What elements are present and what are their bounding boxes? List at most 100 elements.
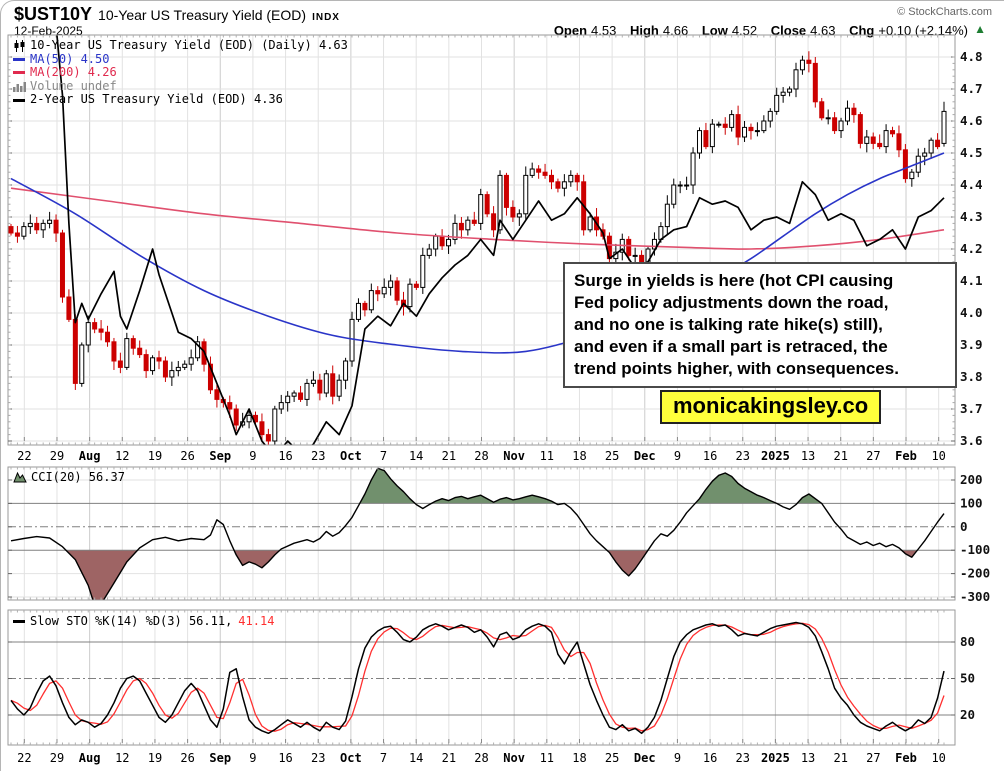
- svg-text:Nov: Nov: [503, 751, 525, 765]
- annotation-line: and no one is talking rate hike(s) still…: [574, 315, 883, 334]
- svg-text:27: 27: [866, 449, 880, 463]
- copyright: © StockCharts.com: [897, 6, 992, 18]
- svg-text:12: 12: [115, 449, 129, 463]
- svg-text:-200: -200: [960, 566, 990, 581]
- high-value: 4.66: [662, 23, 689, 38]
- svg-text:23: 23: [311, 449, 325, 463]
- annotation-line: Surge in yields is here (hot CPI causing: [574, 271, 894, 290]
- svg-text:Aug: Aug: [79, 449, 101, 463]
- watermark: monicakingsley.co: [660, 390, 882, 424]
- svg-text:4.6: 4.6: [960, 113, 983, 128]
- open-value: 4.53: [591, 23, 617, 38]
- annotation-line: trend points higher, with consequences.: [574, 359, 899, 378]
- chg-label: Chg: [849, 23, 875, 38]
- svg-text:21: 21: [442, 751, 456, 765]
- svg-text:-100: -100: [960, 542, 990, 557]
- svg-text:27: 27: [866, 751, 880, 765]
- svg-text:7: 7: [380, 449, 387, 463]
- svg-text:19: 19: [148, 449, 162, 463]
- svg-text:50: 50: [960, 671, 975, 686]
- legend-row-2y: 2-Year US Treasury Yield (EOD) 4.36: [13, 93, 348, 107]
- legend-row-ma200: MA(200) 4.26: [13, 66, 348, 80]
- svg-text:29: 29: [50, 449, 64, 463]
- svg-text:16: 16: [703, 751, 717, 765]
- symbol: $UST10Y: [14, 4, 93, 24]
- svg-text:16: 16: [278, 449, 292, 463]
- annotation-line: Fed policy adjustments down the road,: [574, 293, 889, 312]
- svg-text:21: 21: [833, 449, 847, 463]
- svg-text:23: 23: [736, 449, 750, 463]
- svg-text:4.0: 4.0: [960, 305, 983, 320]
- svg-text:9: 9: [674, 751, 681, 765]
- legend-ma50-label: MA(50) 4.50: [30, 51, 110, 66]
- svg-text:4.5: 4.5: [960, 145, 983, 160]
- sto-legend: Slow STO %K(14) %D(3) 56.11, 41.14: [13, 614, 274, 628]
- svg-text:Feb: Feb: [895, 751, 917, 765]
- sto-legend-red: 41.14: [238, 614, 275, 628]
- svg-text:3.7: 3.7: [960, 401, 983, 416]
- svg-text:Dec: Dec: [634, 751, 656, 765]
- svg-text:18: 18: [572, 751, 586, 765]
- svg-text:7: 7: [380, 751, 387, 765]
- svg-text:25: 25: [605, 751, 619, 765]
- svg-text:16: 16: [703, 449, 717, 463]
- chg-value: +0.10 (+2.14%): [878, 23, 968, 38]
- svg-text:Oct: Oct: [340, 449, 362, 463]
- svg-text:21: 21: [833, 751, 847, 765]
- svg-text:13: 13: [801, 449, 815, 463]
- svg-text:Aug: Aug: [79, 751, 101, 765]
- svg-text:100: 100: [960, 495, 983, 510]
- svg-text:19: 19: [148, 751, 162, 765]
- svg-text:11: 11: [540, 751, 554, 765]
- legend-row-price: 10-Year US Treasury Yield (EOD) (Daily) …: [13, 38, 348, 53]
- cci-mountain-icon: [13, 471, 27, 483]
- svg-text:16: 16: [278, 751, 292, 765]
- cci-legend: CCI(20) 56.37: [13, 470, 125, 484]
- annotation-line: and even if a small part is retraced, th…: [574, 337, 888, 356]
- svg-text:28: 28: [474, 751, 488, 765]
- candlestick-icon: [14, 39, 25, 52]
- legend-ma200-label: MA(200) 4.26: [30, 65, 117, 80]
- chart-header: $UST10Y 10-Year US Treasury Yield (EOD) IN…: [14, 4, 340, 25]
- price-series: [8, 35, 947, 445]
- svg-text:200: 200: [960, 472, 983, 487]
- svg-text:11: 11: [540, 449, 554, 463]
- cci-panel: 200 100 0 -100 -200 -300: [7, 466, 990, 604]
- svg-text:14: 14: [409, 449, 423, 463]
- close-label: Close: [770, 23, 807, 38]
- legend-price-label: 10-Year US Treasury Yield (EOD) (Daily) …: [30, 38, 348, 52]
- svg-text:Nov: Nov: [503, 449, 525, 463]
- volume-bars-icon: [13, 82, 26, 93]
- svg-text:-300: -300: [960, 589, 990, 604]
- line-icon: [13, 57, 25, 61]
- svg-text:10: 10: [931, 449, 945, 463]
- svg-text:4.8: 4.8: [960, 49, 983, 64]
- svg-text:28: 28: [474, 449, 488, 463]
- svg-text:0: 0: [960, 519, 968, 534]
- line-icon: [13, 71, 25, 75]
- chart-title: 10-Year US Treasury Yield (EOD): [98, 7, 307, 23]
- svg-text:13: 13: [801, 751, 815, 765]
- annotation-box: Surge in yields is here (hot CPI causing…: [563, 262, 957, 388]
- change-up-icon: ▲: [974, 22, 986, 36]
- svg-text:23: 23: [311, 751, 325, 765]
- close-value: 4.63: [810, 23, 836, 38]
- low-value: 4.52: [731, 23, 758, 38]
- svg-text:18: 18: [572, 449, 586, 463]
- main-price-panel: 4.8 4.7 4.6 4.5 4.4 4.3 4.2 4.1 4.0 3.9 3.8 3.7 3.6 2…: [7, 34, 983, 463]
- sto-panel: 80 50 20 22 29 Aug 12 19 26 Sep 9 16 23 Oct 7 14 21 28 Nov…: [7, 609, 975, 765]
- legend-2y-label: 2-Year US Treasury Yield (EOD) 4.36: [30, 92, 283, 107]
- svg-text:9: 9: [674, 449, 681, 463]
- svg-text:Dec: Dec: [634, 449, 656, 463]
- svg-text:4.7: 4.7: [960, 81, 983, 96]
- svg-text:26: 26: [180, 751, 194, 765]
- svg-text:9: 9: [249, 449, 256, 463]
- svg-text:2025: 2025: [761, 751, 790, 765]
- svg-text:4.1: 4.1: [960, 273, 983, 288]
- svg-text:80: 80: [960, 634, 975, 649]
- price-legend: 10-Year US Treasury Yield (EOD) (Daily) …: [13, 38, 348, 107]
- svg-text:3.9: 3.9: [960, 337, 983, 352]
- svg-text:3.8: 3.8: [960, 369, 983, 384]
